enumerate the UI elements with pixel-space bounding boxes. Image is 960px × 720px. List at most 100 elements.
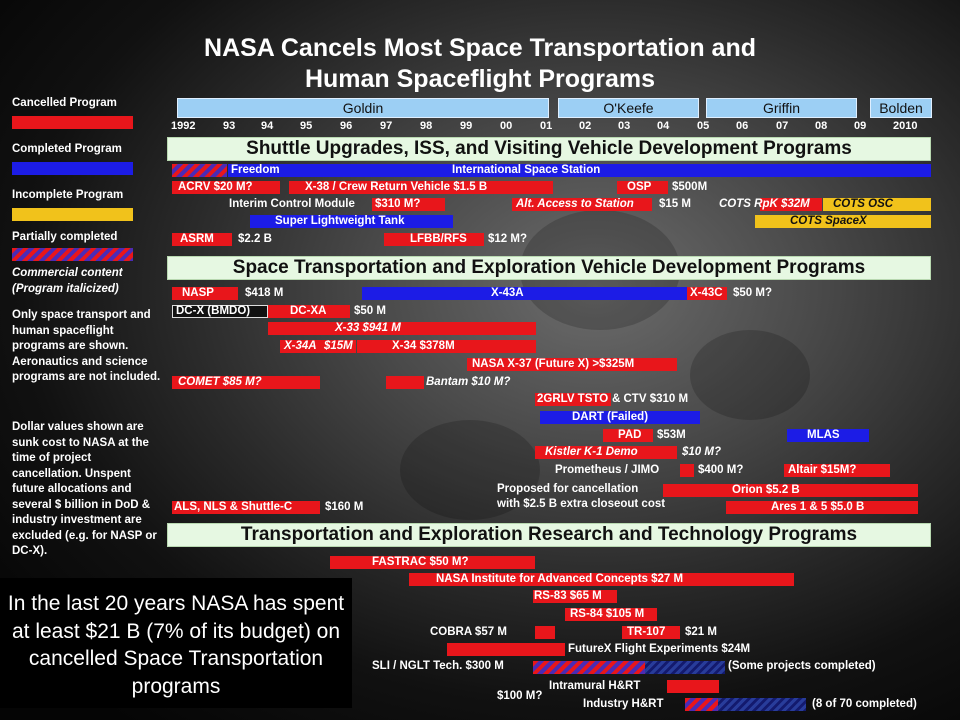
bar-icm bbox=[372, 198, 445, 211]
year-label: 95 bbox=[300, 120, 313, 132]
label-nasp: NASP bbox=[182, 287, 214, 299]
page-title: NASA Cancels Most Space Transportation a… bbox=[140, 33, 820, 95]
legend-partial-swatch bbox=[12, 248, 133, 261]
label-fastrac: FASTRAC $50 M? bbox=[372, 556, 469, 568]
label-dart: DART (Failed) bbox=[572, 411, 649, 423]
bar-mlas bbox=[787, 429, 869, 442]
label-futurex: FutureX Flight Experiments $24M bbox=[568, 643, 751, 655]
label-x43c: X-43C bbox=[690, 287, 723, 299]
label-x34a-cost: $15M bbox=[324, 340, 353, 352]
label-tsto: 2GRLV TSTO bbox=[537, 393, 609, 405]
label-freedom: Freedom bbox=[231, 164, 280, 176]
legend-cancelled-swatch bbox=[12, 116, 133, 129]
label-rs84: RS-84 $105 M bbox=[570, 608, 645, 620]
label-kistler-cost: $10 M? bbox=[682, 446, 721, 458]
label-osp-cost: $500M bbox=[672, 181, 708, 193]
label-prometheus-cost: $400 M? bbox=[698, 464, 744, 476]
bar-lfbb bbox=[384, 233, 484, 246]
bar-x37 bbox=[467, 358, 677, 371]
section-research-technology: Transportation and Exploration Research … bbox=[167, 523, 931, 547]
label-proposed-2: with $2.5 B extra closeout cost bbox=[497, 498, 666, 510]
label-dcxa: DC-XA bbox=[290, 305, 327, 317]
year-label: 07 bbox=[776, 120, 789, 132]
label-asrm-cost: $2.2 B bbox=[238, 233, 272, 245]
bar-x43a bbox=[362, 287, 687, 300]
bar-x34a bbox=[280, 340, 356, 353]
section-vehicle-development: Space Transportation and Exploration Veh… bbox=[167, 256, 931, 280]
year-label: 09 bbox=[854, 120, 867, 132]
label-rs83: RS-83 $65 M bbox=[534, 590, 602, 602]
bar-fastrac bbox=[330, 556, 535, 569]
label-dcx: DC-X (BMDO) bbox=[176, 305, 251, 317]
label-als-cost: $160 M bbox=[325, 501, 364, 513]
year-label: 98 bbox=[420, 120, 433, 132]
label-pad-cost: $53M bbox=[657, 429, 686, 441]
bar-orion bbox=[663, 484, 918, 497]
year-label: 1992 bbox=[171, 120, 196, 132]
admin-goldin: Goldin bbox=[177, 98, 549, 118]
label-icm-cost: $310 M? bbox=[375, 198, 421, 210]
label-slwt: Super Lightweight Tank bbox=[275, 215, 405, 227]
bar-cobra bbox=[535, 626, 555, 639]
bar-rs84 bbox=[565, 608, 657, 621]
label-x43a: X-43A bbox=[491, 287, 524, 299]
bar-x43c bbox=[687, 287, 727, 300]
bar-tsto bbox=[535, 393, 611, 406]
year-label: 02 bbox=[579, 120, 592, 132]
bar-rs83 bbox=[533, 590, 617, 603]
admin-okeefe: O'Keefe bbox=[558, 98, 699, 118]
bar-altair bbox=[784, 464, 890, 477]
label-sli-note: (Some projects completed) bbox=[728, 660, 876, 672]
label-industry-note: (8 of 70 completed) bbox=[812, 698, 917, 710]
summary-box: In the last 20 years NASA has spent at l… bbox=[0, 578, 352, 708]
label-x34: X-34 $378M bbox=[392, 340, 455, 352]
label-bantam: Bantam $10 M? bbox=[426, 376, 511, 388]
moon-crater bbox=[690, 330, 810, 420]
label-intramural-cost: $100 M? bbox=[497, 690, 543, 702]
bar-prometheus bbox=[680, 464, 694, 477]
year-label: 93 bbox=[223, 120, 236, 132]
bar-dcxa bbox=[268, 305, 350, 318]
legend-completed-label: Completed Program bbox=[12, 143, 122, 155]
label-x37: NASA X-37 (Future X) >$325M bbox=[472, 358, 635, 370]
bar-x34 bbox=[357, 340, 536, 353]
bar-tr107 bbox=[622, 626, 680, 639]
label-ctv: & CTV $310 M bbox=[612, 393, 689, 405]
label-sli: SLI / NGLT Tech. $300 M bbox=[372, 660, 504, 672]
bar-asrm bbox=[172, 233, 232, 246]
admin-griffin: Griffin bbox=[706, 98, 857, 118]
year-label: 2010 bbox=[893, 120, 918, 132]
bar-industry-incomplete bbox=[718, 698, 806, 711]
bar-slwt bbox=[250, 215, 453, 228]
bar-freedom-partial bbox=[172, 164, 227, 177]
bar-alt-access bbox=[512, 198, 652, 211]
bar-sli-incomplete bbox=[645, 661, 725, 674]
moon-crater bbox=[400, 420, 540, 520]
bar-nasp bbox=[172, 287, 238, 300]
label-niac: NASA Institute for Advanced Concepts $27… bbox=[436, 573, 684, 585]
label-cots-osc: COTS OSC bbox=[833, 198, 894, 210]
year-label: 97 bbox=[380, 120, 393, 132]
label-icm: Interim Control Module bbox=[229, 198, 355, 210]
year-label: 04 bbox=[657, 120, 670, 132]
year-label: 01 bbox=[540, 120, 553, 132]
bar-cots-spacex bbox=[755, 215, 931, 228]
bar-intramural bbox=[667, 680, 719, 693]
year-label: 94 bbox=[261, 120, 274, 132]
label-osp: OSP bbox=[627, 181, 652, 193]
label-x34a: X-34A bbox=[284, 340, 317, 352]
bar-x33 bbox=[268, 322, 536, 335]
label-altair: Altair $15M? bbox=[788, 464, 857, 476]
legend-commercial-note: Commercial content (Program italicized) bbox=[12, 267, 123, 295]
bar-bantam bbox=[386, 376, 424, 389]
bar-pad bbox=[603, 429, 653, 442]
title-line-2: Human Spaceflight Programs bbox=[304, 65, 656, 93]
legend-completed-swatch bbox=[12, 162, 133, 175]
label-mlas: MLAS bbox=[807, 429, 840, 441]
label-kistler: Kistler K-1 Demo bbox=[545, 446, 638, 458]
bar-acrv bbox=[172, 181, 280, 194]
legend-cancelled-label: Cancelled Program bbox=[12, 97, 117, 109]
label-cots-rpk: COTS RpK $32M bbox=[719, 198, 810, 210]
label-iss: International Space Station bbox=[452, 164, 601, 176]
bar-comet bbox=[172, 376, 320, 389]
